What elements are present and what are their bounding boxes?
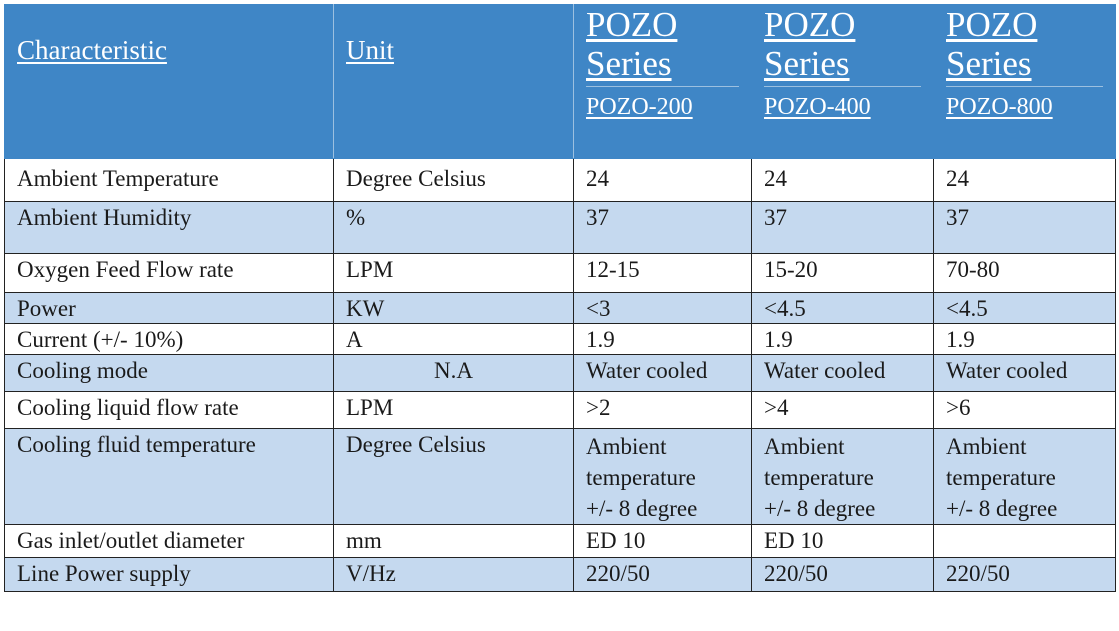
value-cell: 220/50 bbox=[751, 557, 934, 592]
value-cell: 12-15 bbox=[573, 253, 752, 293]
value-line: Ambient bbox=[946, 434, 1027, 459]
spec-body: Ambient Temperature Degree Celsius 24 24 24 A… bbox=[4, 158, 1116, 592]
characteristic-cell: Current (+/- 10%) bbox=[4, 323, 334, 355]
value-cell: >2 bbox=[573, 391, 752, 429]
series-title: POZO Series bbox=[764, 5, 856, 84]
unit-cell: Degree Celsius bbox=[333, 428, 574, 525]
characteristic-cell: Oxygen Feed Flow rate bbox=[4, 253, 334, 293]
unit-cell: N.A bbox=[333, 354, 574, 392]
value-line: +/- 8 degree bbox=[586, 496, 698, 521]
unit-cell: Degree Celsius bbox=[333, 158, 574, 202]
value-cell: 24 bbox=[751, 158, 934, 202]
unit-cell: A bbox=[333, 323, 574, 355]
spec-table: Characteristic Unit POZO Series POZO-200 … bbox=[4, 4, 1116, 592]
value-cell: Water cooled bbox=[573, 354, 752, 392]
value-cell: Ambient temperature +/- 8 degree bbox=[573, 428, 752, 525]
series-title: POZO Series bbox=[586, 5, 678, 84]
value-cell: 220/50 bbox=[933, 557, 1116, 592]
characteristic-cell: Power bbox=[4, 292, 334, 324]
model-code: POZO-800 bbox=[946, 86, 1103, 127]
unit-cell: % bbox=[333, 201, 574, 254]
model-code: POZO-200 bbox=[586, 86, 739, 127]
table-row: Oxygen Feed Flow rate LPM 12-15 15-20 70-80 bbox=[4, 253, 1116, 293]
value-cell: 70-80 bbox=[933, 253, 1116, 293]
value-cell: <3 bbox=[573, 292, 752, 324]
header-row: Characteristic Unit POZO Series POZO-200 … bbox=[4, 4, 1116, 159]
table-row: Cooling liquid flow rate LPM >2 >4 >6 bbox=[4, 391, 1116, 429]
header-characteristic: Characteristic bbox=[4, 4, 334, 159]
value-cell: 1.9 bbox=[933, 323, 1116, 355]
value-cell: ED 10 bbox=[573, 524, 752, 558]
table-row: Cooling mode N.A Water cooled Water cooled W… bbox=[4, 354, 1116, 392]
characteristic-cell: Cooling liquid flow rate bbox=[4, 391, 334, 429]
value-cell: 37 bbox=[751, 201, 934, 254]
characteristic-cell: Line Power supply bbox=[4, 557, 334, 592]
value-cell: Water cooled bbox=[751, 354, 934, 392]
table-row: Gas inlet/outlet diameter mm ED 10 ED 10 bbox=[4, 524, 1116, 558]
value-cell: ED 10 bbox=[751, 524, 934, 558]
table-row: Ambient Humidity% 37 37 37 bbox=[4, 201, 1116, 254]
characteristic-cell: Ambient Temperature bbox=[4, 158, 334, 202]
value-cell: 15-20 bbox=[751, 253, 934, 293]
unit-cell: V/Hz bbox=[333, 557, 574, 592]
header-series-3: POZO Series POZO-800 bbox=[933, 4, 1116, 159]
characteristic-cell: Cooling mode bbox=[4, 354, 334, 392]
header-series-2: POZO Series POZO-400 bbox=[751, 4, 934, 159]
value-line: Ambient bbox=[764, 434, 845, 459]
value-cell: <4.5 bbox=[933, 292, 1116, 324]
value-cell: 220/50 bbox=[573, 557, 752, 592]
value-cell: Water cooled bbox=[933, 354, 1116, 392]
value-line: temperature bbox=[586, 465, 696, 490]
series-title: POZO Series bbox=[946, 5, 1038, 84]
unit-cell: mm bbox=[333, 524, 574, 558]
characteristic-cell: Gas inlet/outlet diameter bbox=[4, 524, 334, 558]
table-row: Cooling fluid temperature Degree Celsius A… bbox=[4, 428, 1116, 525]
value-cell: Ambient temperature +/- 8 degree bbox=[751, 428, 934, 525]
value-cell: <4.5 bbox=[751, 292, 934, 324]
value-cell bbox=[933, 524, 1116, 558]
value-cell: >4 bbox=[751, 391, 934, 429]
value-line: Ambient bbox=[586, 434, 667, 459]
value-cell: >6 bbox=[933, 391, 1116, 429]
value-line: temperature bbox=[764, 465, 874, 490]
value-cell: Ambient temperature +/- 8 degree bbox=[933, 428, 1116, 525]
value-cell: 24 bbox=[933, 158, 1116, 202]
value-line: temperature bbox=[946, 465, 1056, 490]
value-line: +/- 8 degree bbox=[946, 496, 1058, 521]
table-row: Power KW <3 <4.5 <4.5 bbox=[4, 292, 1116, 324]
value-cell: 1.9 bbox=[751, 323, 934, 355]
characteristic-cell: Cooling fluid temperature bbox=[4, 428, 334, 525]
model-code: POZO-400 bbox=[764, 86, 921, 127]
characteristic-cell: Ambient Humidity bbox=[4, 201, 334, 254]
table-row: Line Power supply V/Hz 220/50 220/50 220/50 bbox=[4, 557, 1116, 592]
header-series-1: POZO Series POZO-200 bbox=[573, 4, 752, 159]
header-unit: Unit bbox=[333, 4, 574, 159]
table-row: Ambient Temperature Degree Celsius 24 24 24 bbox=[4, 158, 1116, 202]
value-cell: 37 bbox=[573, 201, 752, 254]
value-cell: 1.9 bbox=[573, 323, 752, 355]
value-cell: 37 bbox=[933, 201, 1116, 254]
unit-cell: LPM bbox=[333, 391, 574, 429]
value-cell: 24 bbox=[573, 158, 752, 202]
table-row: Current (+/- 10%) A 1.9 1.9 1.9 bbox=[4, 323, 1116, 355]
unit-cell: KW bbox=[333, 292, 574, 324]
value-line: +/- 8 degree bbox=[764, 496, 876, 521]
unit-cell: LPM bbox=[333, 253, 574, 293]
